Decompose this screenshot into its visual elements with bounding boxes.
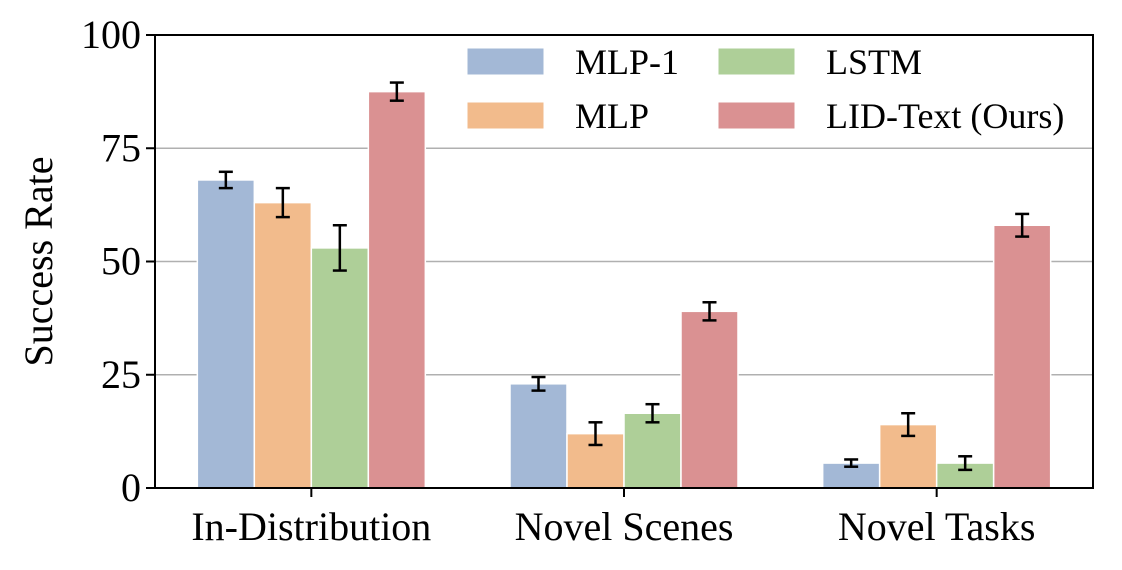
bar <box>992 224 1052 489</box>
bar <box>680 310 739 489</box>
bars <box>196 90 1052 489</box>
y-tick-label: 100 <box>81 12 141 57</box>
legend-swatch <box>466 101 545 130</box>
y-axis-title: Success Rate <box>16 157 61 367</box>
x-tick-label: Novel Scenes <box>515 504 734 549</box>
x-axis: In-Distribution Novel Scenes Novel Tasks <box>191 488 1035 549</box>
legend: MLP-1 MLP LSTM LID-Text (Ours) <box>466 42 1064 136</box>
bar <box>310 247 370 489</box>
error-bars <box>218 81 1030 472</box>
y-tick-label: 50 <box>101 239 141 284</box>
legend-label: MLP <box>575 96 649 136</box>
legend-label: LSTM <box>826 42 922 82</box>
legend-swatch <box>717 101 796 130</box>
bar <box>196 179 256 489</box>
y-tick-label: 25 <box>101 352 141 397</box>
bar <box>253 201 313 489</box>
legend-swatch <box>717 47 796 76</box>
legend-label: LID-Text (Ours) <box>826 96 1064 136</box>
y-tick-label: 0 <box>121 465 141 510</box>
x-tick-label: In-Distribution <box>191 504 431 549</box>
legend-swatch <box>466 47 545 76</box>
bar <box>623 412 682 489</box>
x-tick-label: Novel Tasks <box>838 504 1036 549</box>
y-axis: 0 25 50 75 100 <box>81 12 155 510</box>
legend-label: MLP-1 <box>575 42 679 82</box>
bar <box>509 383 568 489</box>
y-tick-label: 75 <box>101 125 141 170</box>
bar <box>367 90 427 489</box>
